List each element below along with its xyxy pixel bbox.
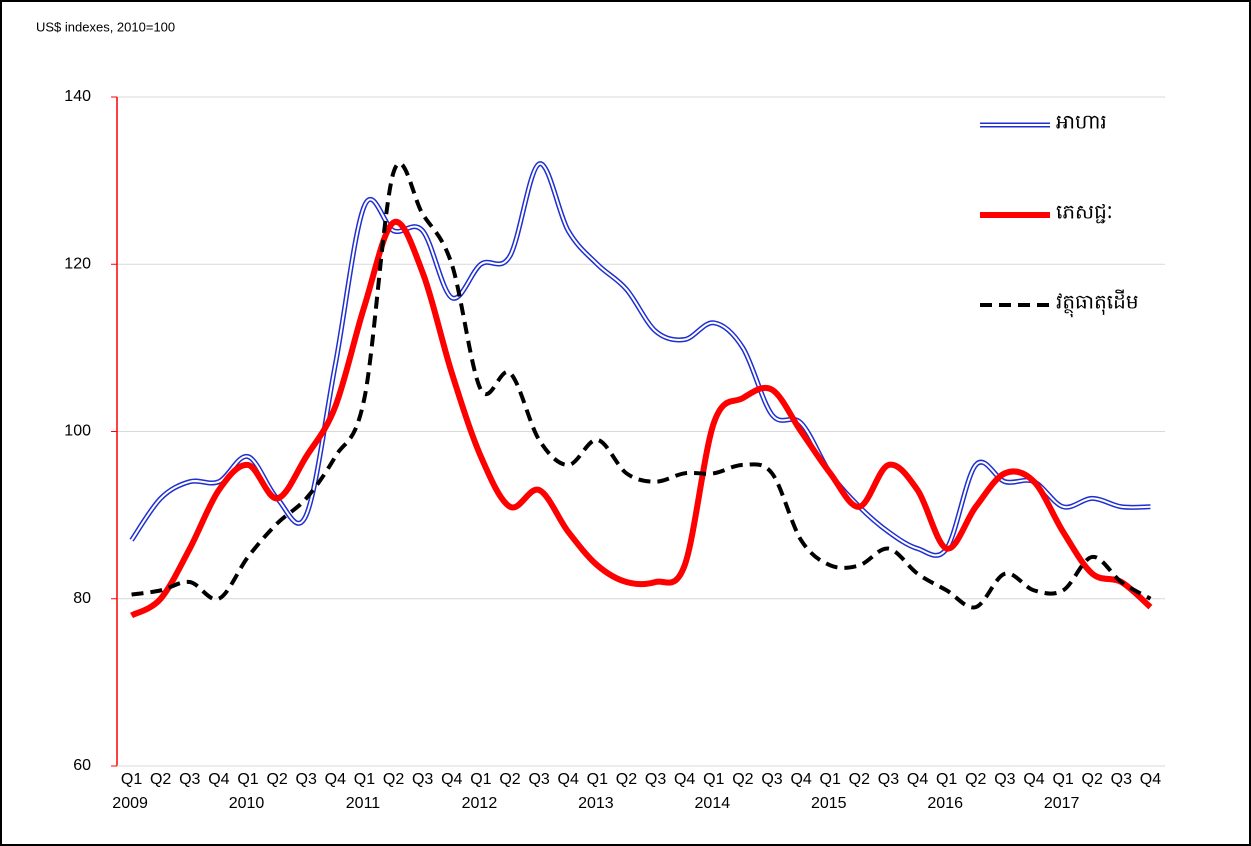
x-tick-label: Q1 bbox=[354, 771, 375, 788]
line bbox=[130, 218, 1153, 619]
x-tick-label: Q3 bbox=[994, 771, 1015, 788]
x-tick-label: Q3 bbox=[645, 771, 666, 788]
year-label: 2016 bbox=[927, 795, 963, 812]
y-tick-label: 140 bbox=[64, 88, 91, 105]
x-tick-label: Q4 bbox=[441, 771, 462, 788]
x-tick-label: Q3 bbox=[1111, 771, 1132, 788]
x-tick-label: Q3 bbox=[878, 771, 899, 788]
year-label: 2013 bbox=[578, 795, 614, 812]
year-label: 2015 bbox=[811, 795, 847, 812]
line bbox=[131, 161, 1152, 610]
x-tick-label: Q2 bbox=[1082, 771, 1103, 788]
x-tick-label: Q1 bbox=[1052, 771, 1073, 788]
x-tick-label: Q2 bbox=[150, 771, 171, 788]
x-tick-label: Q2 bbox=[383, 771, 404, 788]
x-tick-label: Q2 bbox=[266, 771, 287, 788]
x-tick-label: Q4 bbox=[790, 771, 811, 788]
x-tick-label: Q4 bbox=[674, 771, 695, 788]
x-tick-label: Q3 bbox=[179, 771, 200, 788]
x-tick-label: Q4 bbox=[208, 771, 229, 788]
legend-label: ភេសជ្ជៈ bbox=[1056, 201, 1113, 223]
x-tick-label: Q3 bbox=[296, 771, 317, 788]
x-tick-label: Q4 bbox=[907, 771, 928, 788]
year-label: 2014 bbox=[695, 795, 731, 812]
x-tick-label: Q1 bbox=[587, 771, 608, 788]
x-tick-label: Q1 bbox=[820, 771, 841, 788]
x-tick-label: Q2 bbox=[849, 771, 870, 788]
legend-label: អាហារ bbox=[1056, 111, 1107, 133]
x-tick-label: Q3 bbox=[761, 771, 782, 788]
x-tick-label: Q2 bbox=[732, 771, 753, 788]
y-tick-label: 100 bbox=[64, 423, 91, 440]
x-tick-label: Q4 bbox=[558, 771, 579, 788]
x-tick-label: Q2 bbox=[616, 771, 637, 788]
year-label: 2010 bbox=[229, 795, 265, 812]
x-tick-label: Q2 bbox=[499, 771, 520, 788]
x-tick-label: Q2 bbox=[965, 771, 986, 788]
x-tick-label: Q3 bbox=[412, 771, 433, 788]
legend-label: វត្ថុធាតុដើម bbox=[1056, 288, 1139, 317]
year-label: 2017 bbox=[1044, 795, 1080, 812]
y-tick-label: 120 bbox=[64, 255, 91, 272]
year-label: 2009 bbox=[112, 795, 148, 812]
x-tick-label: Q3 bbox=[528, 771, 549, 788]
x-tick-label: Q4 bbox=[325, 771, 346, 788]
y-tick-label: 60 bbox=[73, 757, 91, 774]
line-inner bbox=[130, 162, 1151, 557]
x-tick-label: Q1 bbox=[121, 771, 142, 788]
x-tick-label: Q1 bbox=[237, 771, 258, 788]
y-tick-label: 80 bbox=[73, 590, 91, 607]
x-tick-label: Q4 bbox=[1023, 771, 1044, 788]
x-tick-label: Q4 bbox=[1140, 771, 1161, 788]
y-axis-label: US$ indexes, 2010=100 bbox=[36, 19, 175, 34]
x-tick-label: Q1 bbox=[936, 771, 957, 788]
year-label: 2011 bbox=[346, 795, 381, 812]
year-label: 2012 bbox=[462, 795, 498, 812]
x-tick-label: Q1 bbox=[703, 771, 724, 788]
x-tick-label: Q1 bbox=[470, 771, 491, 788]
